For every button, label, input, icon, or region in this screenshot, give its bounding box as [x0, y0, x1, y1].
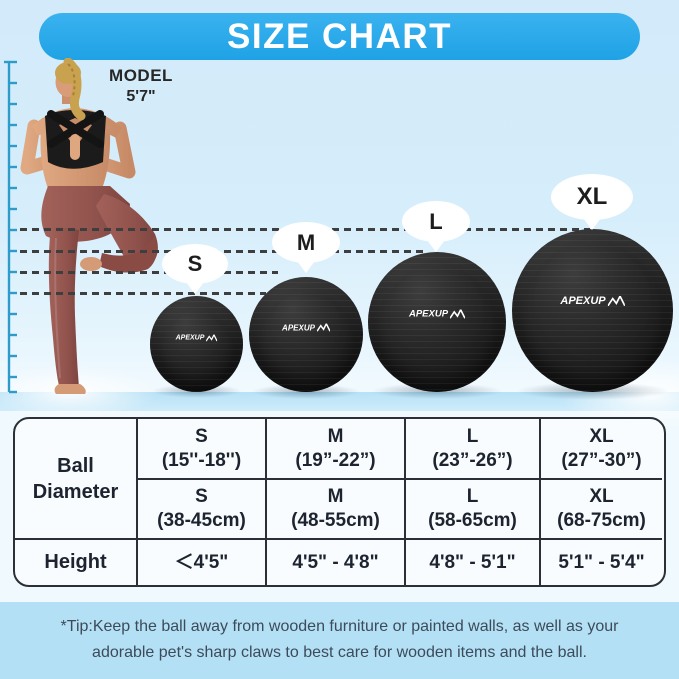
- cell-size: S: [195, 425, 208, 447]
- mountain-icon: [450, 309, 466, 319]
- brand-logo: APEXUP: [175, 334, 218, 342]
- cell-xl-height: 5'1" - 5'4": [539, 538, 662, 585]
- brand-logo: APEXUP: [282, 323, 330, 332]
- title-banner: SIZE CHART: [39, 13, 640, 60]
- header-text: Ball Diameter: [32, 454, 119, 503]
- guide-line-l: [20, 250, 424, 253]
- size-label: M: [296, 229, 316, 255]
- cell-s-height: ＜4'5": [136, 538, 265, 585]
- mountain-icon: [206, 334, 218, 342]
- cell-s-inches: S (15''-18''): [136, 419, 265, 478]
- cell-xl-cm: XL (68-75cm): [539, 478, 662, 538]
- size-table: Ball Diameter S (15''-18'') M (19”-22”) L(…: [13, 417, 666, 587]
- tip-band: [0, 602, 679, 679]
- table-header-ball-diameter: Ball Diameter: [15, 419, 136, 538]
- tip-text: *Tip:Keep the ball away from wooden furn…: [0, 614, 679, 666]
- model-label: MODEL 5'7": [96, 66, 186, 106]
- model-height-text: 5'7": [126, 88, 156, 105]
- size-bubble-m: M: [272, 222, 340, 263]
- guide-line-s: [20, 292, 266, 295]
- cell-range: (27”-30”): [561, 449, 642, 471]
- cell-height: 5'1" - 5'4": [558, 551, 645, 573]
- brand-logo: APEXUP: [560, 294, 625, 307]
- cell-range: (23”-26”): [432, 449, 513, 471]
- page-title: SIZE CHART: [227, 16, 452, 56]
- cell-m-height: 4'5" - 4'8": [265, 538, 404, 585]
- cell-l-inches: L (23”-26”): [404, 419, 539, 478]
- size-bubble-l: L: [402, 201, 470, 242]
- cell-size: M: [327, 486, 344, 508]
- model-figure: [20, 58, 158, 394]
- cell-range: (48-55cm): [291, 510, 380, 531]
- size-label: S: [187, 251, 203, 276]
- exercise-ball-xl: APEXUP: [512, 229, 673, 392]
- cell-xl-inches: XL (27”-30”): [539, 419, 662, 478]
- height-ruler: [4, 60, 17, 394]
- cell-m-inches: M (19”-22”): [265, 419, 404, 478]
- cell-range: (38-45cm): [157, 510, 246, 531]
- cell-range: (19”-22”): [295, 449, 376, 471]
- cell-size: L: [466, 486, 479, 508]
- brand-logo: APEXUP: [408, 308, 466, 320]
- cell-height: ＜4'5": [174, 551, 229, 573]
- cell-size: M: [327, 425, 344, 447]
- table-header-height: Height: [15, 538, 136, 585]
- guide-line-m: [20, 271, 278, 274]
- tip-line-2: adorable pet's sharp claws to best care …: [92, 643, 587, 661]
- cell-s-cm: S (38-45cm): [136, 478, 265, 538]
- model-label-text: MODEL: [109, 66, 173, 85]
- header-text: Height: [44, 551, 107, 573]
- brand-text: APEXUP: [560, 294, 606, 307]
- exercise-ball-l: APEXUP: [368, 252, 506, 392]
- size-label: L: [429, 208, 443, 234]
- exercise-ball-s: APEXUP: [150, 296, 243, 392]
- mountain-icon: [607, 295, 625, 306]
- exercise-ball-m: APEXUP: [249, 277, 363, 392]
- brand-text: APEXUP: [175, 334, 205, 342]
- cell-m-cm: M (48-55cm): [265, 478, 404, 538]
- cell-range: (68-75cm): [557, 510, 646, 531]
- tip-line-1: *Tip:Keep the ball away from wooden furn…: [60, 618, 619, 635]
- cell-size: XL: [589, 425, 614, 447]
- cell-size: XL: [589, 486, 614, 508]
- cell-height: 4'5" - 4'8": [292, 551, 379, 573]
- size-label: XL: [576, 183, 608, 210]
- floor: [0, 392, 679, 411]
- cell-l-height: 4'8" - 5'1": [404, 538, 539, 585]
- brand-text: APEXUP: [282, 323, 315, 333]
- size-bubble-s: S: [162, 244, 228, 284]
- size-bubble-xl: XL: [551, 174, 633, 220]
- cell-range: (58-65cm): [428, 510, 517, 531]
- cell-size: L: [466, 425, 479, 447]
- cell-l-cm: L (58-65cm): [404, 478, 539, 538]
- cell-size: S: [195, 486, 208, 508]
- cell-range: (15''-18''): [161, 449, 242, 471]
- cell-height: 4'8" - 5'1": [429, 551, 516, 573]
- brand-text: APEXUP: [408, 308, 449, 320]
- mountain-icon: [316, 323, 330, 332]
